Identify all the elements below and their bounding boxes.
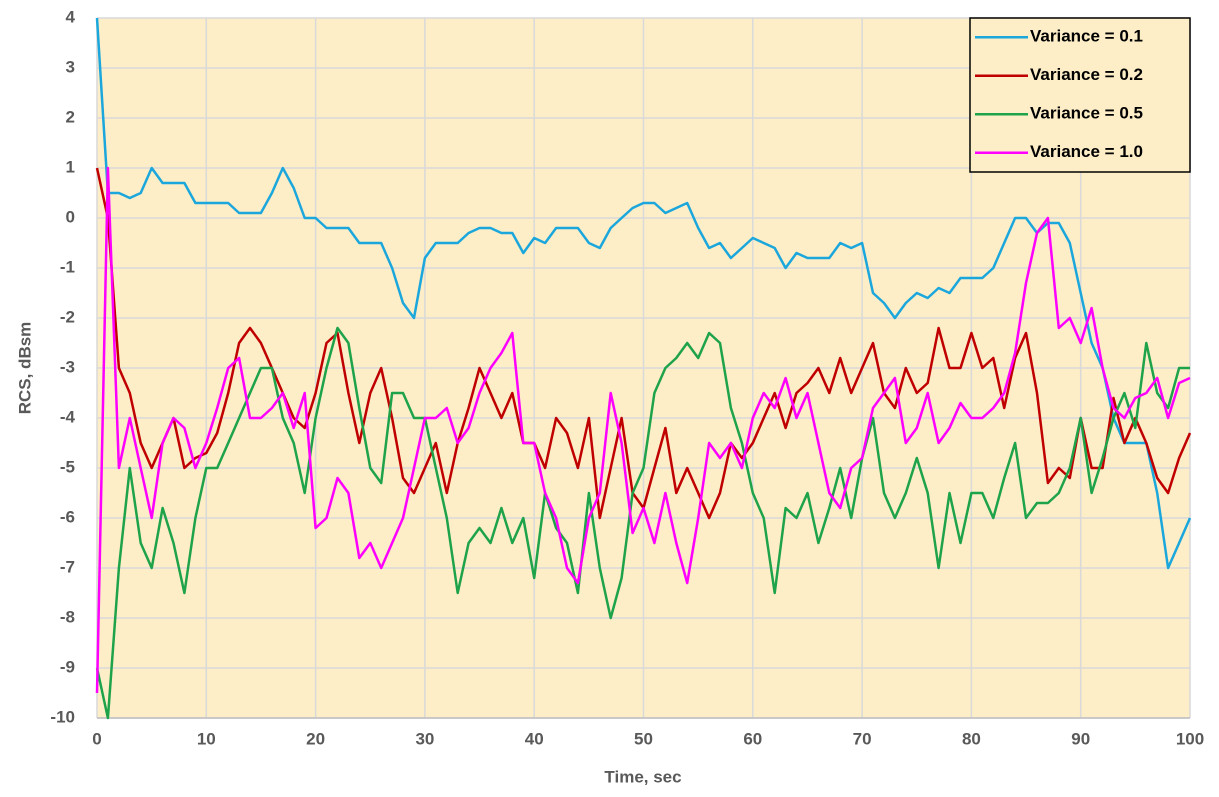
y-tick-label: -1 (60, 257, 75, 276)
y-tick-label: -3 (60, 357, 75, 376)
y-axis-title: RCS, dBsm (15, 322, 34, 415)
y-tick-label: 4 (66, 7, 76, 26)
y-tick-label: -8 (60, 607, 75, 626)
y-tick-label: 3 (66, 57, 75, 76)
legend-label: Variance = 1.0 (1030, 142, 1143, 161)
legend-label: Variance = 0.2 (1030, 65, 1143, 84)
series-line (95, 326, 1190, 720)
x-tick-label: 100 (1176, 729, 1204, 748)
x-tick-label: 80 (962, 729, 981, 748)
y-tick-label: -6 (60, 507, 75, 526)
y-tick-label: -4 (60, 407, 76, 426)
legend-box (969, 17, 1191, 173)
x-tick-label: 40 (525, 729, 544, 748)
y-tick-label: -10 (50, 707, 75, 726)
x-tick-label: 20 (306, 729, 325, 748)
y-tick-label: -7 (60, 557, 75, 576)
x-tick-label: 70 (853, 729, 872, 748)
legend-label: Variance = 0.5 (1030, 104, 1143, 123)
legend: Variance = 0.1 Variance = 0.2 Variance = 0… (969, 17, 1191, 173)
x-tick-label: 50 (634, 729, 653, 748)
y-tick-label: -9 (60, 657, 75, 676)
y-tick-label: 1 (66, 157, 75, 176)
y-tick-label: 0 (66, 207, 75, 226)
x-tick-label: 90 (1071, 729, 1090, 748)
y-tick-label: 2 (66, 107, 75, 126)
x-tick-label: 60 (743, 729, 762, 748)
x-axis-title: Time, sec (604, 767, 681, 786)
legend-label: Variance = 0.1 (1030, 27, 1143, 46)
x-tick-label: 30 (415, 729, 434, 748)
y-tick-label: -5 (60, 457, 75, 476)
x-tick-label: 10 (197, 729, 216, 748)
series-line (95, 166, 1191, 694)
x-tick-label: 0 (92, 729, 101, 748)
series-line (95, 17, 1192, 570)
y-tick-label: -2 (60, 307, 75, 326)
